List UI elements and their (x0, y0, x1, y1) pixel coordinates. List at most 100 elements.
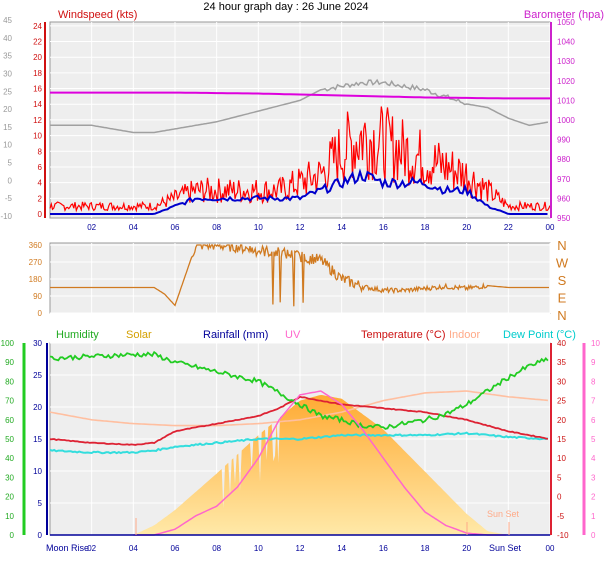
panel1-x-tick: 20 (462, 223, 471, 232)
panel1-baro-tick: 980 (557, 155, 571, 164)
uv-tick: 5 (591, 435, 596, 444)
panel1-wind-tick: 24 (33, 22, 42, 31)
panel3-series (49, 350, 550, 536)
uv-line (133, 390, 507, 536)
panel2-compass-tick: E (558, 291, 567, 306)
panel1-temp-tick: 15 (3, 123, 12, 132)
dewpoint-line (49, 431, 549, 455)
panel1-x-tick: 08 (212, 223, 221, 232)
panel1-wind-gust-line (49, 106, 551, 213)
panel1-grid (50, 22, 551, 218)
panel3-x-tick: 18 (421, 544, 430, 553)
temp-tick: 10 (557, 454, 566, 463)
indoor-line (49, 390, 548, 427)
moon-rise-label: Moon Rise (46, 543, 89, 553)
panel3-x-tick: 00 (546, 544, 555, 553)
panel1-x-tick: 04 (129, 223, 138, 232)
panel1-wind-tick: 22 (33, 38, 42, 47)
rainfall-tick: 20 (33, 403, 42, 412)
panel3-temp-axis: 40 35 30 25 20 15 10 5 0 -5 -10 (557, 339, 569, 540)
humidity-tick: 90 (5, 358, 14, 367)
sun-set-bottom-label: Sun Set (489, 543, 522, 553)
uv-tick: 3 (591, 473, 596, 482)
rainfall-tick: 5 (38, 499, 43, 508)
panel1-series (49, 78, 551, 215)
panel3-x-tick: 14 (337, 544, 346, 553)
humidity-tick: 0 (10, 531, 15, 540)
panel1-temp-tick: -10 (0, 212, 12, 221)
panel3-x-axis: 02 04 06 08 10 12 14 16 18 20 00 (87, 544, 555, 553)
legend-dewpoint: Dew Point (°C) (503, 329, 576, 341)
panel2-degrees-axis: 360 270 180 90 0 (29, 241, 43, 318)
panel1-wind-avg-line (50, 168, 548, 215)
panel1-temp-tick: 45 (3, 16, 12, 25)
panel1-baro-tick: 1010 (557, 96, 575, 105)
temp-tick: 5 (557, 473, 562, 482)
panel1-baro-tick: 970 (557, 175, 571, 184)
panel1-x-tick: 10 (254, 223, 263, 232)
humidity-line (49, 350, 549, 430)
panel1-baro-tick: 1020 (557, 77, 575, 86)
panel1-baro-axis: 1050 1040 1030 1020 1010 1000 990 980 970 960 950 (557, 18, 575, 223)
uv-tick: 6 (591, 416, 596, 425)
humidity-tick: 40 (5, 454, 14, 463)
panel2-degree-tick: 180 (29, 275, 43, 284)
panel2-compass-tick: W (556, 256, 569, 271)
panel1-baro-tick: 1030 (557, 57, 575, 66)
panel1-temp-tick: 30 (3, 69, 12, 78)
panel2-degree-tick: 0 (38, 309, 43, 318)
panel1-x-tick: 16 (379, 223, 388, 232)
panel1-wind-tick: 18 (33, 69, 42, 78)
uv-tick: 4 (591, 454, 596, 463)
panel1-x-tick: 12 (296, 223, 305, 232)
panel3-x-tick: 08 (212, 544, 221, 553)
panel3-x-tick: 16 (379, 544, 388, 553)
panel1-temp-tick: 25 (3, 87, 12, 96)
humidity-tick: 30 (5, 473, 14, 482)
panel3-x-tick: 06 (171, 544, 180, 553)
uv-tick: 1 (591, 512, 596, 521)
legend-solar: Solar (126, 329, 152, 341)
panel1-wind-tick: 14 (33, 100, 42, 109)
panel1-baro-tick: 950 (557, 214, 571, 223)
rainfall-tick: 30 (33, 339, 42, 348)
panel1-gray-temp-line (50, 78, 549, 134)
panel3-x-tick: 02 (87, 544, 96, 553)
temp-tick: 25 (557, 397, 566, 406)
uv-tick: 7 (591, 397, 596, 406)
panel1-temp-tick: 35 (3, 52, 12, 61)
panel3-x-tick: 04 (129, 544, 138, 553)
uv-tick: 0 (591, 531, 596, 540)
rainfall-tick: 25 (33, 371, 42, 380)
panel1-temp-tick: -5 (5, 194, 13, 203)
panel3-x-tick: 20 (462, 544, 471, 553)
panel2-compass-tick: N (557, 238, 566, 253)
humidity-tick: 100 (1, 339, 15, 348)
panel2-degree-tick: 360 (29, 241, 43, 250)
panel2-grid (50, 243, 551, 314)
uv-tick: 2 (591, 493, 596, 502)
panel1-temp-tick: 0 (8, 176, 13, 185)
panel1-wind-tick: 0 (38, 210, 43, 219)
panel1-x-tick: 06 (171, 223, 180, 232)
panel1-x-axis: 02 04 06 08 10 12 14 16 18 20 22 00 (87, 223, 555, 232)
humidity-tick: 10 (5, 512, 14, 521)
panel1-baro-tick: 960 (557, 194, 571, 203)
panel1-barometer-line (50, 91, 550, 100)
panel1-wind-tick: 4 (38, 179, 43, 188)
panel1-wind-tick: 12 (33, 116, 42, 125)
humidity-tick: 80 (5, 377, 14, 386)
legend-temperature: Temperature (°C) (361, 329, 445, 341)
panel1-x-tick: 14 (337, 223, 346, 232)
panel1-temp-tick: 10 (3, 141, 12, 150)
temp-tick: 30 (557, 377, 566, 386)
temp-tick: 35 (557, 358, 566, 367)
rainfall-tick: 15 (33, 435, 42, 444)
panel1-baro-tick: 1040 (557, 38, 575, 47)
panel3-x-tick: 10 (254, 544, 263, 553)
